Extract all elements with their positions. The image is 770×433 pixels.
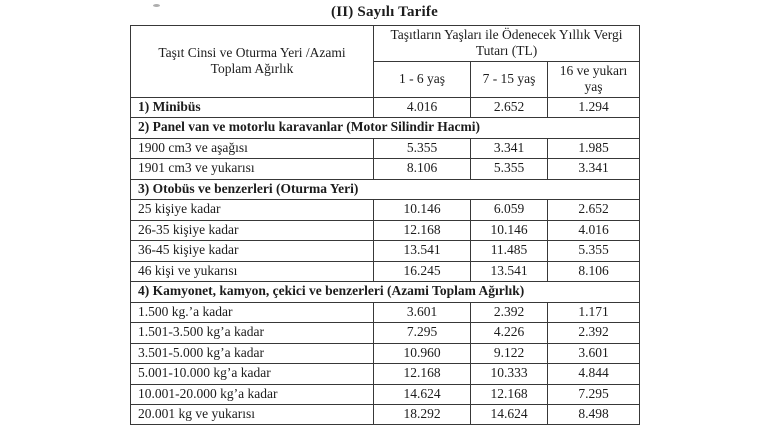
tax-value: 10.146 [373,199,471,221]
tax-value: 1.294 [546,96,641,119]
tax-value: 7.295 [546,383,641,405]
tax-value: 13.541 [373,240,471,262]
row-label: 5.001-10.000 kg’a kadar [130,363,374,385]
row-label: 20.001 kg ve yukarısı [130,403,374,426]
section-label: 4) Kamyonet, kamyon, çekici ve benzerler… [129,281,641,303]
table-row: 25 kişiye kadar 10.146 6.059 2.652 [130,199,641,221]
table-row: 1901 cm3 ve yukarısı 8.106 5.355 3.341 [130,158,641,180]
row-label: 1901 cm3 ve yukarısı [130,158,374,180]
tax-value: 2.392 [470,301,548,324]
page-title: (II) Sayılı Tarife [331,4,438,20]
row-label: 26-35 kişiye kadar [130,219,374,242]
tax-value: 8.106 [546,260,641,283]
tax-value: 7.295 [373,322,471,344]
tax-value: 18.292 [373,403,471,426]
section-label: 3) Otobüs ve benzerleri (Oturma Yeri) [129,178,641,201]
tax-value: 3.341 [470,137,548,160]
age-column-header-16-plus: 16 ve yukarı yaş [546,60,641,98]
tax-value: 2.652 [470,96,548,119]
tax-value: 10.960 [373,342,471,365]
tax-value: 2.652 [546,199,641,221]
tax-value: 8.106 [373,158,471,180]
age-column-header-7-15: 7 - 15 yaş [470,60,548,98]
table-row: 3.501-5.000 kg’a kadar 10.960 9.122 3.601 [130,342,641,365]
tax-value: 5.355 [546,240,641,262]
header-row-ages: 1 - 6 yaş 7 - 15 yaş 16 ve yukarı yaş [131,60,641,98]
tax-value: 6.059 [470,199,548,221]
tax-value: 12.168 [470,383,548,405]
tax-value: 12.168 [373,363,471,385]
section-row: 2) Panel van ve motorlu karavanlar (Moto… [129,117,641,139]
tax-value: 1.171 [546,301,641,324]
table-row: 20.001 kg ve yukarısı 18.292 14.624 8.498 [130,403,641,426]
tax-value: 5.355 [373,137,471,160]
table-row: 36-45 kişiye kadar 13.541 11.485 5.355 [130,240,641,262]
table-row: 46 kişi ve yukarısı 16.245 13.541 8.106 [130,260,641,283]
table-row: 5.001-10.000 kg’a kadar 12.168 10.333 4.844 [130,363,641,385]
tax-value: 4.226 [470,322,548,344]
tax-value: 10.146 [470,219,548,242]
table-row: 10.001-20.000 kg’a kadar 14.624 12.168 7.29… [130,383,641,405]
tax-value: 14.624 [470,403,548,426]
tax-value: 1.985 [546,137,641,160]
table-row: 1.500 kg.’a kadar 3.601 2.392 1.171 [130,301,641,324]
row-label: 1.501-3.500 kg’a kadar [130,322,374,344]
row-label: 46 kişi ve yukarısı [130,260,374,283]
row-label: 36-45 kişiye kadar [130,240,374,262]
tax-value: 14.624 [373,383,471,405]
tax-value: 3.601 [546,342,641,365]
table-row: 1900 cm3 ve aşağısı 5.355 3.341 1.985 [130,137,641,160]
tax-value: 16.245 [373,260,471,283]
vehicle-column-header: Taşıt Cinsi ve Oturma Yeri /Azami Toplam… [130,25,374,98]
tax-value: 12.168 [373,219,471,242]
tax-value: 13.541 [470,260,548,283]
table-row: 1) Minibüs 4.016 2.652 1.294 [130,96,641,119]
document: (II) Sayılı Tarife Taşıt Cinsi ve Oturma… [129,4,641,426]
tax-value: 2.392 [546,322,641,344]
tax-value: 5.355 [470,158,548,180]
row-label: 25 kişiye kadar [130,199,374,221]
table-row: 1.501-3.500 kg’a kadar 7.295 4.226 2.392 [130,322,641,344]
row-label: 3.501-5.000 kg’a kadar [130,342,374,365]
table-row: 26-35 kişiye kadar 12.168 10.146 4.016 [130,219,641,242]
row-label: 1.500 kg.’a kadar [130,301,374,324]
tariff-table-body: 1) Minibüs 4.016 2.652 1.294 2) Panel van ve… [129,96,641,426]
tax-value: 4.844 [546,363,641,385]
tax-value: 3.341 [546,158,641,180]
tariff-table: Taşıt Cinsi ve Oturma Yeri /Azami Toplam… [129,25,641,426]
age-column-header-1-6: 1 - 6 yaş [373,60,471,98]
row-label: 1) Minibüs [130,96,374,119]
tax-value: 4.016 [546,219,641,242]
tax-value: 11.485 [470,240,548,262]
section-row: 3) Otobüs ve benzerleri (Oturma Yeri) [129,178,641,201]
row-label: 1900 cm3 ve aşağısı [130,137,374,160]
tax-value: 10.333 [470,363,548,385]
tax-value: 9.122 [470,342,548,365]
section-row: 4) Kamyonet, kamyon, çekici ve benzerler… [129,281,641,303]
section-label: 2) Panel van ve motorlu karavanlar (Moto… [129,117,641,139]
scan-artifact [153,4,160,7]
tax-value: 4.016 [373,96,471,119]
tax-value: 3.601 [373,301,471,324]
tax-value: 8.498 [546,403,641,426]
tax-group-header: Taşıtların Yaşları ile Ödenecek Yıllık V… [372,25,641,62]
row-label: 10.001-20.000 kg’a kadar [130,383,374,405]
header-row-group: Taşıt Cinsi ve Oturma Yeri /Azami Toplam… [130,25,641,98]
